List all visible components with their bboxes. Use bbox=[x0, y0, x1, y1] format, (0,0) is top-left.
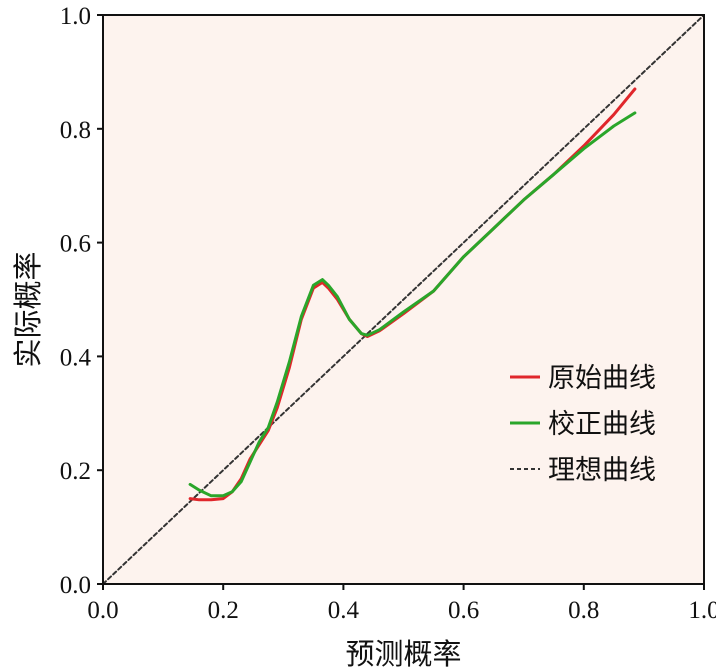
legend-label-2: 理想曲线 bbox=[548, 455, 656, 486]
x-tick-label: 0.6 bbox=[448, 597, 479, 624]
legend-label-0: 原始曲线 bbox=[548, 363, 656, 394]
y-axis-title: 实际概率 bbox=[11, 251, 45, 367]
series-line-2 bbox=[102, 14, 705, 585]
legend-label-1: 校正曲线 bbox=[548, 409, 656, 440]
x-tick-label: 0.0 bbox=[87, 597, 118, 624]
x-axis-ticks: 0.0 0.2 0.4 0.6 0.8 1.0 bbox=[87, 584, 716, 624]
x-tick-label: 0.2 bbox=[208, 597, 239, 624]
y-tick-label: 0.0 bbox=[60, 572, 91, 599]
y-tick-label: 0.2 bbox=[60, 458, 91, 485]
y-tick-label: 1.0 bbox=[60, 3, 91, 30]
x-axis-title: 预测概率 bbox=[345, 637, 461, 671]
x-tick-label: 0.4 bbox=[328, 597, 360, 624]
series-line-1 bbox=[188, 111, 637, 498]
series-layer bbox=[102, 14, 705, 585]
x-tick-label: 1.0 bbox=[688, 597, 716, 624]
x-tick-label: 0.8 bbox=[568, 597, 599, 624]
y-tick-label: 0.6 bbox=[60, 231, 91, 258]
y-tick-label: 0.4 bbox=[60, 344, 92, 371]
y-axis-ticks: 0.0 0.2 0.4 0.6 0.8 1.0 bbox=[60, 3, 103, 599]
y-tick-label: 0.8 bbox=[60, 117, 91, 144]
plot-frame bbox=[102, 14, 705, 585]
